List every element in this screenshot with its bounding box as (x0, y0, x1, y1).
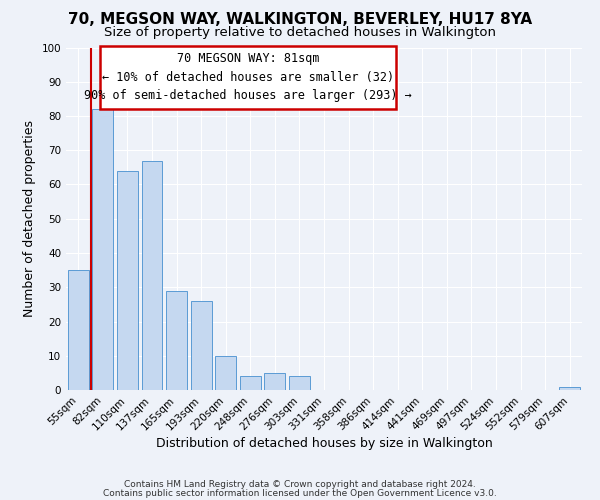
Bar (68, 270, 89, 390)
Bar (289, 376, 310, 390)
Bar (191, 301, 212, 390)
Text: Contains HM Land Registry data © Crown copyright and database right 2024.: Contains HM Land Registry data © Crown c… (124, 480, 476, 489)
Text: Size of property relative to detached houses in Walkington: Size of property relative to detached ho… (104, 26, 496, 39)
Text: 70 MEGSON WAY: 81sqm
← 10% of detached houses are smaller (32)
90% of semi-detac: 70 MEGSON WAY: 81sqm ← 10% of detached h… (84, 52, 412, 102)
Y-axis label: Number of detached properties: Number of detached properties (23, 120, 36, 318)
Bar (265, 373, 286, 390)
Bar (142, 160, 163, 390)
Bar (240, 376, 261, 390)
Text: 70, MEGSON WAY, WALKINGTON, BEVERLEY, HU17 8YA: 70, MEGSON WAY, WALKINGTON, BEVERLEY, HU… (68, 12, 532, 28)
Bar (117, 171, 138, 390)
Text: Contains public sector information licensed under the Open Government Licence v3: Contains public sector information licen… (103, 489, 497, 498)
FancyBboxPatch shape (100, 46, 396, 109)
Bar (559, 386, 580, 390)
X-axis label: Distribution of detached houses by size in Walkington: Distribution of detached houses by size … (155, 438, 493, 450)
Bar (92, 109, 113, 390)
Bar (166, 290, 187, 390)
Bar (215, 356, 236, 390)
